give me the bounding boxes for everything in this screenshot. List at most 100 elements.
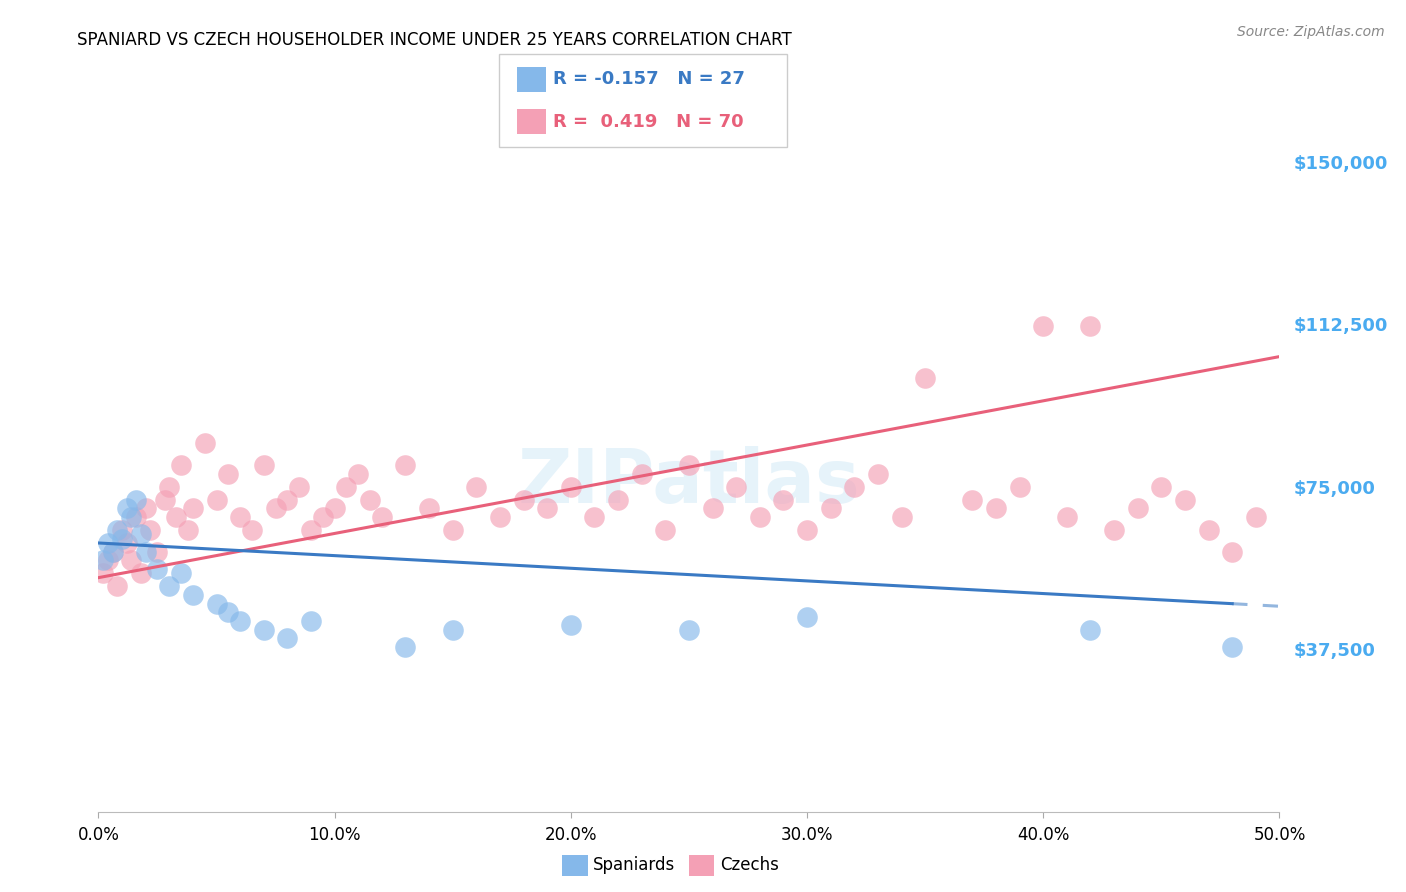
Point [748,510,770,524]
Point [1174,492,1197,507]
Point [121,553,143,567]
Point [1198,523,1220,537]
Point [335,480,357,494]
Point [205,492,228,507]
Point [359,492,381,507]
Point [394,640,416,654]
Text: R = -0.157   N = 27: R = -0.157 N = 27 [553,70,744,88]
Point [97,536,120,550]
Point [772,492,794,507]
Point [796,523,818,537]
Point [844,480,866,494]
Point [105,523,128,537]
Point [441,523,464,537]
Text: ZIPatlas: ZIPatlas [517,446,860,519]
Point [607,492,630,507]
Point [177,523,200,537]
Point [115,501,138,516]
Point [1056,510,1078,524]
Point [560,480,582,494]
Point [394,458,416,472]
Point [276,632,298,646]
Text: Spaniards: Spaniards [593,856,675,874]
Point [489,510,512,524]
Point [205,597,228,611]
Point [371,510,394,524]
Point [678,458,700,472]
Point [165,510,187,524]
Point [512,492,534,507]
Point [536,501,558,516]
Point [129,527,152,541]
Point [678,623,700,637]
Point [217,467,239,481]
Point [129,566,152,581]
Point [299,614,322,628]
Point [229,614,252,628]
Point [101,544,124,558]
Point [97,553,120,567]
Point [1126,501,1149,516]
Point [1032,319,1054,334]
Point [323,501,346,516]
Point [1220,544,1243,558]
Text: SPANIARD VS CZECH HOUSEHOLDER INCOME UNDER 25 YEARS CORRELATION CHART: SPANIARD VS CZECH HOUSEHOLDER INCOME UND… [77,31,792,49]
Point [135,501,157,516]
Point [111,523,134,537]
Point [101,544,124,558]
Point [1080,623,1102,637]
Point [1008,480,1031,494]
Point [441,623,464,637]
Point [560,618,582,632]
Point [170,458,193,472]
Point [890,510,912,524]
Point [194,436,217,450]
Point [91,566,114,581]
Point [181,588,204,602]
Point [1150,480,1173,494]
Point [299,523,322,537]
Point [125,510,148,524]
Point [253,458,276,472]
Point [630,467,652,481]
Point [240,523,263,537]
Point [139,523,162,537]
Point [146,544,169,558]
Point [264,501,287,516]
Point [866,467,889,481]
Point [111,532,134,546]
Point [347,467,370,481]
Point [157,480,180,494]
Point [418,501,440,516]
Text: Czechs: Czechs [720,856,779,874]
Point [702,501,724,516]
Point [312,510,335,524]
Point [217,605,239,619]
Point [135,544,157,558]
Point [984,501,1007,516]
Point [276,492,298,507]
Text: Source: ZipAtlas.com: Source: ZipAtlas.com [1237,25,1385,39]
Point [1080,319,1102,334]
Point [1244,510,1267,524]
Point [914,371,936,385]
Point [229,510,252,524]
Point [820,501,842,516]
Point [115,536,138,550]
Point [465,480,488,494]
Point [725,480,748,494]
Point [654,523,676,537]
Point [796,609,818,624]
Point [170,566,193,581]
Point [962,492,984,507]
Point [583,510,606,524]
Point [105,579,128,593]
Point [153,492,176,507]
Text: R =  0.419   N = 70: R = 0.419 N = 70 [553,112,744,130]
Point [121,510,143,524]
Point [181,501,204,516]
Point [1102,523,1125,537]
Point [1220,640,1243,654]
Point [91,553,114,567]
Point [288,480,311,494]
